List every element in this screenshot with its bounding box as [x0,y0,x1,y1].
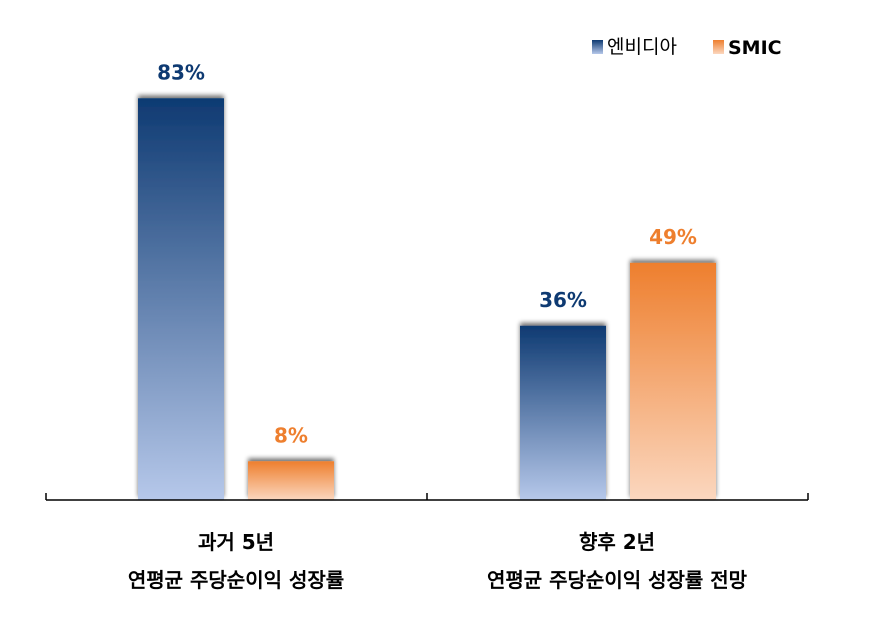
value-label-nvidia-future: 36% [539,288,587,312]
bar-nvidia-past [138,98,224,500]
category-labels: 과거 5년 연평균 주당순이익 성장률 향후 2년 연평균 주당순이익 성장률 … [128,530,748,592]
legend-swatch-smic [713,40,724,54]
category-label-past-line2: 연평균 주당순이익 성장률 [128,568,344,592]
category-label-future-line1: 향후 2년 [579,530,655,554]
value-label-smic-future: 49% [649,225,697,249]
bars [138,98,716,500]
value-labels: 83% 8% 36% 49% [157,60,697,447]
value-label-smic-past: 8% [274,423,308,447]
bar-smic-past [248,461,334,500]
x-axis [45,493,809,501]
category-label-past-line1: 과거 5년 [198,530,274,554]
bar-nvidia-future [520,325,606,500]
legend-swatch-nvidia [592,40,603,54]
value-label-nvidia-past: 83% [157,60,205,84]
bar-smic-future [630,262,716,500]
legend: 엔비디아 SMIC [592,36,782,59]
legend-label-nvidia: 엔비디아 [607,36,677,58]
category-label-future-line2: 연평균 주당순이익 성장률 전망 [487,568,748,592]
legend-label-smic: SMIC [728,37,782,59]
